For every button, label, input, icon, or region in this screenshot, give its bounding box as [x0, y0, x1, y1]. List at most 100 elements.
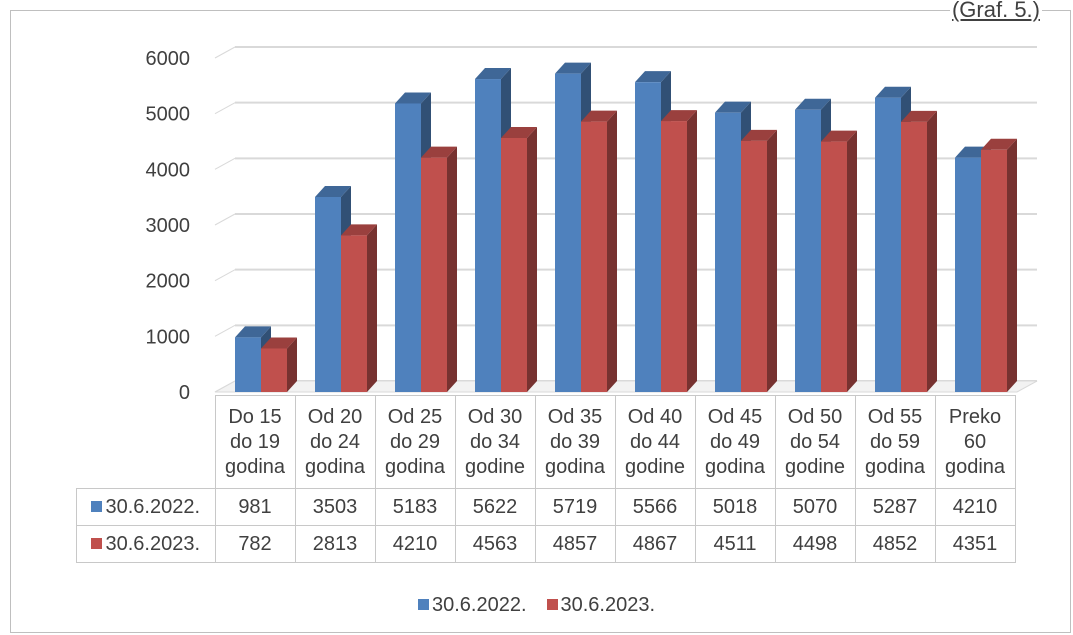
category-label-line: do 44: [629, 430, 681, 453]
data-cell: 5287: [854, 488, 936, 526]
category-label: Od 30 do 34 godine: [454, 395, 536, 489]
data-cell: 4210: [374, 525, 456, 563]
bar-top: [635, 71, 671, 83]
category-label: Od 40 do 44 godine: [614, 395, 696, 489]
series-swatch: [91, 537, 103, 549]
bar-side: [767, 129, 777, 392]
bar-series1: [875, 97, 901, 392]
y-tick-label: 4000: [146, 159, 191, 181]
category-label-line: godina: [864, 455, 926, 478]
category-label-line: do 24: [309, 430, 361, 453]
bar-top: [901, 110, 937, 122]
data-cell: 4498: [774, 525, 856, 563]
data-table: Do 15 do 19 godina Od 20 do 24 godina Od 25 do …: [76, 395, 1016, 563]
y-tick-label: 3000: [146, 215, 191, 237]
bar-series1: [715, 112, 741, 392]
bar-top: [581, 110, 617, 122]
y-tick-label: 0: [179, 382, 190, 404]
y-tick-label: 2000: [146, 271, 191, 293]
category-label-line: godine: [784, 455, 846, 478]
table-corner: [76, 395, 216, 489]
bar-side: [607, 110, 617, 392]
category-label-line: godina: [944, 455, 1006, 478]
data-cell: 5622: [454, 488, 536, 526]
data-cell: 3503: [294, 488, 376, 526]
data-cell: 782: [214, 525, 296, 563]
gridline-depth: [214, 102, 236, 115]
bar-side: [1007, 138, 1017, 392]
category-label-line: Od 45: [707, 405, 763, 428]
data-cell: 4857: [534, 525, 616, 563]
data-cell: 4511: [694, 525, 776, 563]
bar-top: [421, 146, 457, 158]
table-row: 30.6.2022. 981 3503 5183 5622 5719 5566 5018 507…: [76, 488, 1016, 526]
gridline-depth: [214, 46, 236, 59]
data-cell: 5719: [534, 488, 616, 526]
category-label-line: godina: [544, 455, 606, 478]
category-label-line: Od 25: [387, 405, 443, 428]
category-label: Od 50 do 54 godine: [774, 395, 856, 489]
bar-series2: [581, 121, 607, 392]
category-label-line: do 54: [789, 430, 841, 453]
data-cell: 5566: [614, 488, 696, 526]
series-label: 30.6.2023.: [76, 525, 216, 563]
gridline-depth: [214, 269, 236, 282]
series-name: 30.6.2022.: [105, 495, 201, 518]
bar-series2: [661, 121, 687, 392]
category-label-line: do 59: [869, 430, 921, 453]
bar-top: [235, 326, 271, 338]
category-label-line: Od 50: [787, 405, 843, 428]
bar-side: [287, 337, 297, 392]
data-cell: 4210: [934, 488, 1016, 526]
category-label-line: godina: [704, 455, 766, 478]
category-label-line: 60: [963, 430, 987, 453]
bar-series1: [475, 79, 501, 393]
bar-series2: [981, 149, 1007, 392]
legend-label: 30.6.2023.: [560, 594, 656, 616]
bar-top: [661, 110, 697, 122]
category-label-line: do 29: [389, 430, 441, 453]
bar-top: [315, 185, 351, 197]
legend-swatch: [546, 599, 558, 611]
category-label-line: Od 30: [467, 405, 523, 428]
series-label: 30.6.2022.: [76, 488, 216, 526]
bar-series2: [501, 137, 527, 392]
bar-side: [527, 126, 537, 393]
category-label-line: godine: [464, 455, 526, 478]
data-cell: 4351: [934, 525, 1016, 563]
data-cell: 4563: [454, 525, 536, 563]
category-label-line: do 49: [709, 430, 761, 453]
bar-series1: [795, 109, 821, 393]
bar-top: [395, 92, 431, 104]
gridline-depth: [214, 213, 236, 226]
bar-series1: [955, 157, 981, 392]
legend-item: 30.6.2022.: [417, 594, 527, 617]
category-label-line: Od 55: [867, 405, 923, 428]
category-label-line: godina: [384, 455, 446, 478]
category-label-line: Preko: [948, 405, 1002, 428]
bar-top: [501, 126, 537, 138]
bar-top: [981, 138, 1017, 150]
chart-caption: (Graf. 5.): [949, 0, 1042, 22]
bar-top: [475, 68, 511, 80]
series-name: 30.6.2023.: [105, 532, 201, 555]
gridline-depth: [214, 324, 236, 337]
legend-swatch: [417, 599, 429, 611]
bar-series1: [315, 196, 341, 392]
bar-series1: [635, 82, 661, 392]
category-label-line: godina: [224, 455, 286, 478]
category-label-line: Od 40: [627, 405, 683, 428]
category-label-line: Do 15: [228, 405, 282, 428]
category-label: Od 55 do 59 godina: [854, 395, 936, 489]
category-label: Od 20 do 24 godina: [294, 395, 376, 489]
bar-series2: [901, 121, 927, 392]
bar-top: [715, 101, 751, 113]
bar-series1: [395, 103, 421, 392]
category-label-line: do 39: [549, 430, 601, 453]
category-label: Od 25 do 29 godina: [374, 395, 456, 489]
bar-series2: [341, 235, 367, 392]
y-tick-label: 6000: [146, 48, 191, 70]
data-cell: 5070: [774, 488, 856, 526]
category-label-line: godina: [304, 455, 366, 478]
